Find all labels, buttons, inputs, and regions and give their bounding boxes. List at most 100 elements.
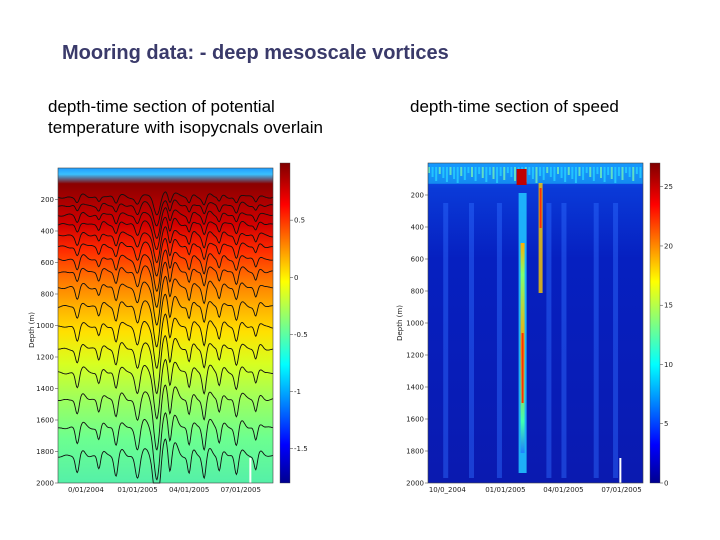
surface-speed-streak bbox=[582, 167, 585, 180]
left-x-ticks: 0/01/2004 01/01/2005 04/01/2005 07/01/2005 bbox=[68, 486, 261, 494]
surface-speed-streak bbox=[585, 167, 588, 173]
right-y-tick-label: 2000 bbox=[406, 480, 424, 488]
surface-speed-streak bbox=[567, 167, 570, 175]
temperature-heatmap bbox=[58, 168, 273, 483]
surface-max-patch bbox=[516, 169, 527, 185]
surface-speed-streak bbox=[435, 167, 438, 181]
surface-speed-streak bbox=[456, 167, 459, 183]
left-y-ticks: 200 400 600 800 1000 1200 1400 1600 1800 2000 bbox=[36, 196, 58, 488]
speed-colorbar-ticks: 25 20 15 10 5 0 bbox=[660, 183, 673, 488]
temperature-colorbar bbox=[279, 162, 291, 484]
speed-colorbar-tick-label: 15 bbox=[664, 302, 673, 310]
right-y-ticks: 200 400 600 800 1000 1200 1400 1600 1800 2000 bbox=[406, 192, 428, 488]
surface-speed-streak bbox=[445, 167, 448, 182]
surface-speed-streak bbox=[621, 167, 624, 180]
left-y-tick-label: 600 bbox=[41, 259, 54, 267]
surface-speed-streak bbox=[510, 167, 513, 177]
data-gap-mark bbox=[619, 458, 622, 483]
surface-speed-streak bbox=[600, 167, 602, 178]
isopycnal-line bbox=[58, 384, 274, 451]
surface-speed-streak bbox=[564, 167, 567, 182]
right-y-tick-label: 400 bbox=[411, 224, 424, 232]
right-y-axis-label: Depth (m) bbox=[396, 305, 404, 341]
surface-speed-streak bbox=[478, 167, 481, 174]
speed-features bbox=[428, 163, 643, 483]
secondary-column bbox=[538, 183, 543, 293]
isopycnal-line bbox=[57, 275, 273, 326]
right-y-tick-label: 1600 bbox=[406, 416, 424, 424]
left-y-tick-label: 1600 bbox=[36, 417, 54, 425]
isopycnal-line bbox=[57, 293, 273, 348]
surface-speed-streak bbox=[474, 167, 477, 181]
speed-colorbar-tick-label: 10 bbox=[664, 361, 673, 369]
isopycnal-line bbox=[57, 238, 274, 277]
speed-streak bbox=[561, 203, 567, 478]
surface-speed-streak bbox=[628, 167, 631, 177]
left-y-tick-label: 2000 bbox=[36, 480, 54, 488]
speed-streak bbox=[443, 203, 449, 478]
isopycnal-line bbox=[57, 226, 274, 264]
surface-speed-streak bbox=[617, 167, 620, 176]
right-x-tick-label: 07/01/2005 bbox=[601, 486, 641, 494]
surface-speed-streak bbox=[557, 167, 559, 174]
isopycnal-line bbox=[57, 249, 274, 293]
surface-speed-streak bbox=[592, 167, 595, 181]
surface-speed-streak bbox=[632, 167, 635, 181]
speed-colorbar bbox=[649, 162, 661, 484]
surface-speed-streak bbox=[560, 167, 563, 178]
surface-speed-streak bbox=[539, 167, 542, 176]
temperature-colorbar-tick-label: -1 bbox=[294, 388, 301, 396]
right-y-tick-label: 600 bbox=[411, 256, 424, 264]
surface-speed-streak bbox=[553, 167, 556, 181]
right-y-tick-label: 200 bbox=[411, 192, 424, 200]
vortex-core-max bbox=[521, 333, 524, 403]
surface-speed-streak bbox=[625, 167, 628, 173]
surface-speed-streak bbox=[428, 167, 430, 173]
right-x-tick-label: 10/0_2004 bbox=[429, 486, 467, 494]
right-y-tick-label: 1400 bbox=[406, 384, 424, 392]
surface-speed-streak bbox=[574, 167, 577, 183]
surface-speed-streak bbox=[460, 167, 463, 176]
surface-speed-streak bbox=[467, 167, 470, 173]
temperature-colorbar-ticks: 0.5 0 -0.5 -1 -1.5 bbox=[290, 217, 308, 453]
surface-speed-streak bbox=[499, 167, 502, 176]
speed-streak bbox=[593, 203, 599, 478]
surface-speed-streak bbox=[607, 167, 610, 175]
left-x-tick-label: 01/01/2005 bbox=[117, 486, 157, 494]
surface-speed-streak bbox=[578, 167, 581, 176]
isopycnal-line bbox=[58, 335, 274, 395]
left-y-tick-label: 1200 bbox=[36, 354, 54, 362]
speed-colorbar-tick-label: 5 bbox=[664, 420, 668, 428]
temperature-colorbar-tick-label: 0 bbox=[294, 274, 298, 282]
left-x-tick-label: 07/01/2005 bbox=[221, 486, 261, 494]
speed-heatmap bbox=[428, 163, 643, 483]
surface-speed-streak bbox=[488, 167, 491, 175]
speed-colorbar-tick-label: 20 bbox=[664, 242, 673, 250]
isopycnal-line bbox=[58, 313, 274, 370]
left-y-tick-label: 1000 bbox=[36, 322, 54, 330]
surface-speed-streak bbox=[492, 167, 495, 179]
surface-speed-streak bbox=[610, 167, 613, 179]
isopycnal-line bbox=[57, 216, 274, 250]
left-y-tick-label: 400 bbox=[41, 228, 54, 236]
right-y-tick-label: 800 bbox=[411, 288, 424, 296]
surface-speed-streak bbox=[535, 167, 538, 183]
left-x-tick-label: 04/01/2005 bbox=[169, 486, 209, 494]
surface-speed-streak bbox=[503, 167, 506, 180]
surface-speed-streak bbox=[506, 167, 509, 173]
isopycnal-lines bbox=[57, 191, 274, 484]
secondary-column-core bbox=[539, 188, 542, 228]
surface-speed-streak bbox=[531, 167, 534, 179]
surface-speed-streak bbox=[635, 167, 638, 174]
surface-speed-streak bbox=[542, 167, 545, 180]
speed-streak bbox=[496, 203, 502, 478]
temperature-colorbar-tick-label: -1.5 bbox=[294, 445, 308, 453]
right-x-tick-label: 04/01/2005 bbox=[543, 486, 583, 494]
caption-speed: depth-time section of speed bbox=[410, 97, 619, 116]
isopycnal-line bbox=[57, 199, 274, 227]
right-y-tick-label: 1800 bbox=[406, 448, 424, 456]
isopycnal-line bbox=[57, 358, 274, 420]
isopycnal-line bbox=[57, 191, 274, 216]
